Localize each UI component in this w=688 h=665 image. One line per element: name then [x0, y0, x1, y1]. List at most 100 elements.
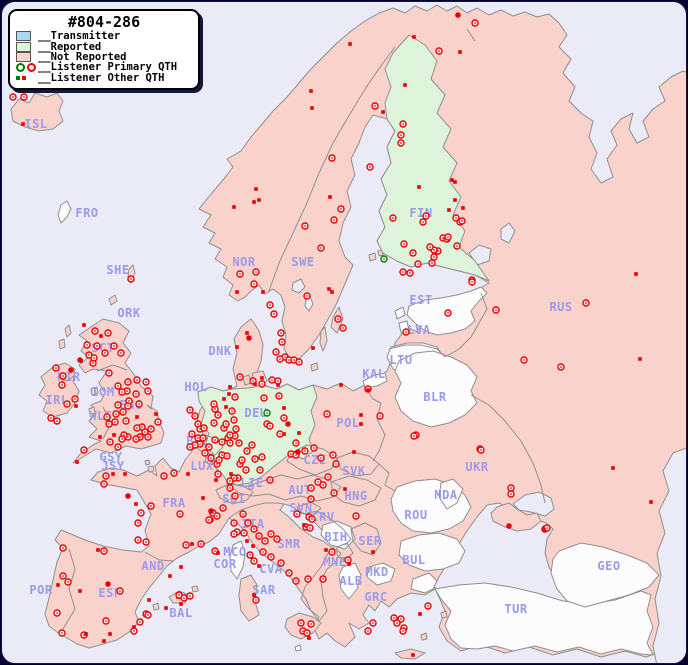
country-label-fro: FRO — [75, 206, 98, 220]
listener-cluster-dot — [105, 581, 111, 587]
listener-primary-qth — [59, 544, 67, 552]
listener-primary-qth — [255, 532, 263, 540]
listener-primary-qth — [557, 363, 565, 371]
listener-primary-qth — [280, 414, 288, 422]
listener-primary-qth — [176, 510, 184, 518]
listener-primary-qth — [285, 569, 293, 577]
listener-primary-qth — [214, 470, 222, 478]
listener-other-qth — [450, 178, 454, 182]
listener-other-qth — [649, 500, 653, 504]
listener-primary-qth — [303, 629, 311, 637]
listener-other-qth — [78, 589, 82, 593]
listener-primary-qth — [118, 435, 126, 443]
listener-primary-qth — [270, 310, 278, 318]
listener-primary-qth — [112, 410, 120, 418]
country-label-smr: SMR — [277, 537, 300, 551]
listener-primary-qth — [328, 154, 336, 162]
country-label-lie: LIE — [240, 476, 263, 490]
listener-primary-qth — [308, 515, 316, 523]
listener-primary-qth — [186, 406, 194, 414]
listener-other-qth — [179, 602, 183, 606]
listener-other-qth — [307, 636, 311, 640]
listener-primary-qth — [53, 609, 61, 617]
listener-primary-qth — [364, 627, 372, 635]
listener-primary-qth — [235, 439, 243, 447]
listener-primary-qth — [238, 456, 246, 464]
listener-primary-qth — [268, 376, 276, 384]
transmitter-swatch-icon — [16, 31, 38, 42]
listener-primary-qth — [330, 489, 338, 497]
listener-primary-qth — [251, 455, 259, 463]
listener-primary-qth — [276, 355, 284, 363]
listener-primary-qth — [232, 425, 240, 433]
listener-primary-qth — [175, 591, 183, 599]
listener-primary-qth — [242, 466, 250, 474]
country-label-bul: BUL — [402, 553, 425, 567]
listener-primary-qth — [133, 424, 141, 432]
country-label-svk: SVK — [342, 464, 365, 478]
listener-primary-qth — [63, 400, 71, 408]
listener-primary-qth — [105, 420, 113, 428]
listener-primary-qth — [144, 433, 152, 441]
listener-primary-qth — [222, 420, 230, 428]
listener-primary-qth — [307, 484, 315, 492]
country-label-iom: IOM — [91, 385, 114, 399]
listener-primary-qth — [275, 392, 283, 400]
listener-other-qth — [132, 625, 136, 629]
listener-primary-qth — [226, 477, 234, 485]
country-label-por: POR — [29, 583, 52, 597]
listener-primary-qth — [132, 390, 140, 398]
listener-primary-qth — [323, 410, 331, 418]
listener-primary-qth — [119, 408, 127, 416]
listener-primary-qth — [319, 481, 327, 489]
listener-primary-qth — [329, 451, 337, 459]
listener-primary-qth — [111, 418, 119, 426]
listener-primary-qth — [58, 381, 66, 389]
listener-primary-qth — [260, 394, 268, 402]
listener-primary-qth — [218, 438, 226, 446]
listener-primary-qth — [258, 380, 266, 388]
listener-primary-qth — [9, 93, 17, 101]
listener-other-qth — [412, 35, 416, 39]
listener-other-qth — [232, 205, 236, 209]
listener-primary-qth — [215, 456, 223, 464]
listener-primary-qth — [59, 572, 67, 580]
listener-primary-qth — [292, 577, 300, 585]
country-label-lux: LUX — [190, 459, 213, 473]
listener-other-qth — [21, 122, 25, 126]
country-label-svn: SVN — [289, 501, 312, 515]
listener-primary-qth — [328, 548, 336, 556]
listener-primary-qth — [106, 438, 114, 446]
listener-primary-qth — [134, 536, 142, 544]
listener-primary-qth — [422, 212, 430, 220]
listener-primary-qth — [105, 369, 113, 377]
country-shape-macedonia — [366, 562, 396, 586]
country-label-tur: TUR — [504, 602, 527, 616]
country-shape-faroe — [57, 200, 72, 224]
listener-primary-qth — [188, 430, 196, 438]
country-label-ork: ORK — [117, 306, 140, 320]
listener-cluster-dot — [285, 421, 291, 427]
listener-primary-qth — [330, 216, 338, 224]
listener-primary-qth — [273, 535, 281, 543]
listener-other-qth — [352, 450, 356, 454]
country-label-dnk: DNK — [208, 344, 231, 358]
listener-primary-qth — [83, 341, 91, 349]
listener-other-qth — [453, 180, 457, 184]
listener-other-qth — [328, 195, 332, 199]
listener-primary-qth — [213, 512, 221, 520]
listener-primary-qth — [307, 495, 315, 503]
legend-item-transmitter: __Transmitter — [16, 30, 192, 42]
listener-primary-qth — [246, 551, 254, 559]
listener-primary-qth — [135, 400, 143, 408]
listener-primary-qth — [426, 243, 434, 251]
listener-other-qth-icon — [16, 75, 38, 80]
listener-other-qth — [327, 287, 331, 291]
listener-primary-qth — [317, 454, 325, 462]
country-label-sar: SAR — [252, 583, 275, 597]
legend-item-listener-primary: __Listener Primary QTH — [16, 61, 192, 73]
listener-primary-qth — [104, 329, 112, 337]
listener-primary-qth — [132, 435, 140, 443]
listener-other-qth — [186, 472, 190, 476]
